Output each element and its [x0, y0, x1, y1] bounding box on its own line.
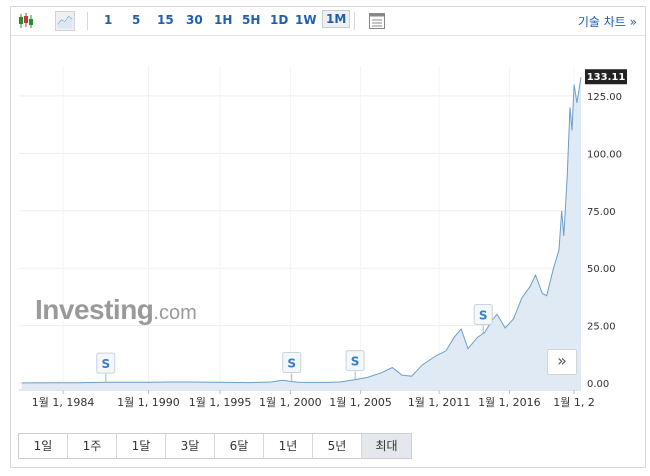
range-button[interactable]: 5년 [313, 434, 362, 458]
y-tick-label: 0.00 [587, 379, 609, 390]
toolbar-separator [354, 12, 355, 30]
chart-toolbar: 1 5 15 30 1H 5H 1D 1W 1M 기술 차트 » [11, 7, 645, 36]
x-tick-label: 1월 1, 2000 [259, 396, 322, 409]
x-tick-label: 1월 1, 1990 [117, 396, 180, 409]
current-price-tag [585, 69, 627, 85]
candlestick-icon[interactable] [16, 11, 36, 31]
split-marker[interactable] [345, 350, 365, 372]
x-tick-label: 1월 1, 2016 [478, 396, 541, 409]
split-marker-label: S [351, 355, 360, 369]
y-tick-label: 25.00 [587, 322, 616, 333]
current-price-label: 133.11 [587, 72, 626, 83]
range-button[interactable]: 1일 [19, 434, 68, 458]
area-chart-icon[interactable] [55, 11, 75, 31]
table-icon[interactable] [367, 11, 387, 31]
interval-1[interactable]: 1 [104, 13, 113, 27]
price-area-fill [21, 77, 582, 390]
x-tick-label: 1월 1, 2 [553, 396, 595, 409]
toolbar-separator [87, 12, 88, 30]
y-tick-label: 100.00 [587, 149, 622, 160]
interval-1w[interactable]: 1W [295, 13, 317, 27]
technical-chart-link[interactable]: 기술 차트 » [577, 15, 637, 29]
scroll-right-button[interactable]: » [547, 349, 577, 375]
interval-15[interactable]: 15 [157, 13, 174, 27]
y-tick-label: 125.00 [587, 92, 622, 103]
price-chart[interactable]: 0.00 25.00 50.00 75.00 100.00 125.00 1월 1, 198… [11, 36, 645, 416]
x-tick-label: 1월 1, 2005 [329, 396, 392, 409]
split-marker-label: S [479, 308, 488, 322]
watermark-brand: Investing [35, 294, 154, 325]
chart-widget: 1 5 15 30 1H 5H 1D 1W 1M 기술 차트 » 0.00 25.… [10, 6, 646, 468]
interval-30[interactable]: 30 [186, 13, 203, 27]
x-tick-label: 1월 1, 2011 [408, 396, 471, 409]
range-button[interactable]: 6달 [215, 434, 264, 458]
time-range-selector: 1일 1주 1달 3달 6달 1년 5년 최대 [18, 433, 412, 459]
price-line [21, 77, 582, 384]
y-tick-label: 50.00 [587, 264, 616, 275]
range-button[interactable]: 최대 [362, 434, 411, 458]
investing-watermark-logo: Investing.com [35, 294, 197, 326]
x-tick-label: 1월 1, 1984 [32, 396, 95, 409]
interval-1d[interactable]: 1D [270, 13, 289, 27]
range-button[interactable]: 1달 [117, 434, 166, 458]
interval-1h[interactable]: 1H [214, 13, 233, 27]
y-tick-label: 75.00 [587, 207, 616, 218]
interval-5h[interactable]: 5H [242, 13, 261, 27]
x-tick-label: 1월 1, 1995 [189, 396, 252, 409]
range-button[interactable]: 3달 [166, 434, 215, 458]
watermark-suffix: .com [153, 302, 197, 324]
split-marker-label: S [101, 357, 110, 371]
split-marker[interactable] [96, 352, 116, 374]
range-button[interactable]: 1년 [264, 434, 313, 458]
split-marker-label: S [287, 357, 296, 371]
interval-1m[interactable]: 1M [322, 10, 351, 28]
interval-5[interactable]: 5 [132, 13, 141, 27]
split-marker[interactable] [473, 303, 493, 325]
range-button[interactable]: 1주 [68, 434, 117, 458]
split-marker[interactable] [282, 352, 302, 374]
